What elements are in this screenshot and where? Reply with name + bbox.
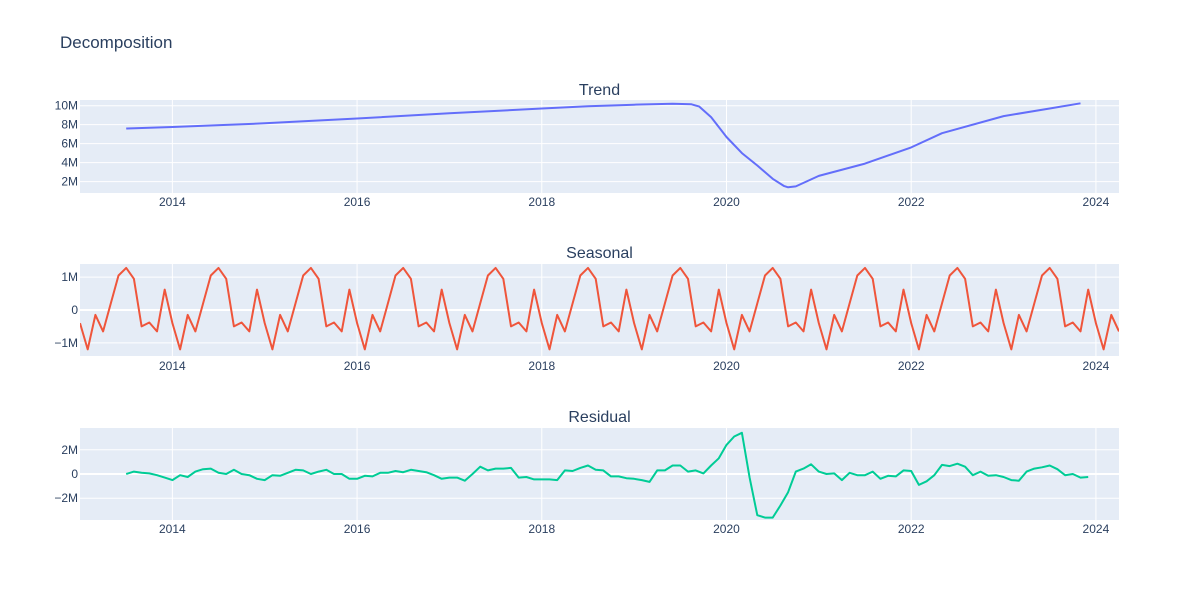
trend-y-tick-label: 4M	[61, 156, 78, 170]
residual-panel: 2014 2016 2018 2020 2022 2024 −2M 0 2M Residual	[54, 409, 1119, 536]
residual-panel-title: Residual	[568, 409, 630, 426]
seasonal-x-tick-label: 2022	[898, 359, 925, 373]
trend-y-tick-label: 8M	[61, 118, 78, 132]
residual-y-tick-label: −2M	[54, 491, 78, 505]
seasonal-x-tick-label: 2016	[344, 359, 371, 373]
residual-x-tick-label: 2016	[344, 522, 371, 536]
trend-x-tick-label: 2022	[898, 195, 925, 209]
trend-x-tick-label: 2016	[344, 195, 371, 209]
trend-y-tick-label: 6M	[61, 137, 78, 151]
seasonal-x-tick-label: 2018	[528, 359, 555, 373]
trend-y-tick-label: 10M	[55, 99, 78, 113]
trend-plot-area	[80, 100, 1119, 193]
seasonal-y-tick-label: 0	[71, 303, 78, 317]
seasonal-x-tick-label: 2024	[1083, 359, 1110, 373]
trend-x-tick-label: 2014	[159, 195, 186, 209]
trend-x-tick-label: 2018	[528, 195, 555, 209]
residual-x-tick-label: 2024	[1083, 522, 1110, 536]
residual-x-tick-label: 2022	[898, 522, 925, 536]
seasonal-panel-title: Seasonal	[566, 245, 633, 262]
seasonal-panel: 2014 2016 2018 2020 2022 2024 −1M 0 1M Seasonal	[54, 245, 1119, 373]
figure-title: Decomposition	[60, 33, 173, 52]
trend-panel: 2014 2016 2018 2020 2022 2024 2M 4M 6M 8M 10M Trend	[55, 82, 1119, 209]
seasonal-x-tick-label: 2020	[713, 359, 740, 373]
residual-y-tick-label: 2M	[61, 443, 78, 457]
seasonal-series-line	[80, 266, 1119, 351]
seasonal-x-tick-label: 2014	[159, 359, 186, 373]
trend-x-tick-label: 2020	[713, 195, 740, 209]
trend-panel-title: Trend	[579, 82, 620, 99]
residual-x-tick-label: 2018	[528, 522, 555, 536]
residual-y-tick-label: 0	[71, 467, 78, 481]
seasonal-y-tick-label: 1M	[61, 270, 78, 284]
trend-y-tick-label: 2M	[61, 175, 78, 189]
trend-series-line	[126, 102, 1081, 189]
residual-x-tick-label: 2014	[159, 522, 186, 536]
seasonal-y-tick-label: −1M	[54, 336, 78, 350]
trend-x-tick-label: 2024	[1083, 195, 1110, 209]
residual-x-tick-label: 2020	[713, 522, 740, 536]
residual-series-line	[125, 431, 1089, 519]
